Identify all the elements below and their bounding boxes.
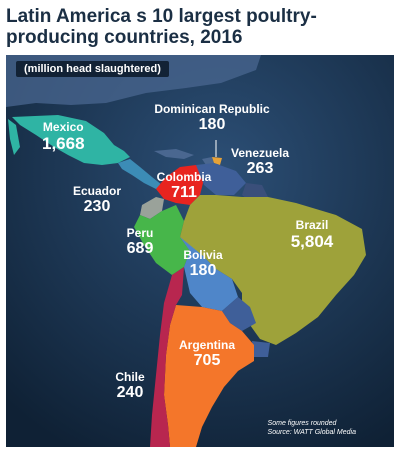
- label-chile: Chile 240: [115, 370, 145, 401]
- region-dominican-republic: [212, 157, 222, 165]
- region-mexico: [12, 115, 130, 165]
- label-argentina: Argentina 705: [178, 338, 235, 369]
- map-area: (million head slaughtered) Mexico 1,668 …: [6, 55, 394, 447]
- label-bolivia: Bolivia 180: [183, 248, 223, 279]
- region-ecuador: [140, 197, 164, 219]
- label-colombia: Colombia 711: [156, 170, 212, 201]
- region-brazil: [180, 195, 366, 345]
- region-venezuela: [196, 163, 246, 195]
- region-central-america: [118, 159, 162, 189]
- region-chile: [150, 267, 184, 447]
- source-note: Some figures rounded Source: WATT Global…: [268, 419, 356, 437]
- region-paraguay: [222, 297, 256, 331]
- label-dominican-republic: Dominican Republic 180: [154, 102, 270, 133]
- label-ecuador: Ecuador 230: [72, 184, 121, 215]
- region-bolivia: [180, 237, 238, 311]
- label-venezuela: Venezuela 263: [230, 146, 290, 177]
- region-argentina: [164, 305, 254, 447]
- note-source: Source: WATT Global Media: [267, 429, 356, 436]
- region-cuba: [154, 149, 194, 159]
- map-subtitle: (million head slaughtered): [16, 61, 169, 77]
- region-colombia: [156, 165, 204, 205]
- label-mexico: Mexico 1,668: [42, 120, 85, 153]
- note-rounded: Some figures rounded: [267, 420, 337, 427]
- region-baja-california: [8, 119, 20, 155]
- region-uruguay: [252, 341, 270, 357]
- label-peru: Peru 689: [126, 226, 154, 257]
- region-peru: [134, 205, 190, 275]
- region-hispaniola-west: [202, 157, 214, 165]
- map-title: Latin America s 10 largest poultry-produ…: [6, 6, 317, 48]
- label-brazil: Brazil 5,804: [290, 218, 334, 251]
- map-graphic: [6, 55, 394, 447]
